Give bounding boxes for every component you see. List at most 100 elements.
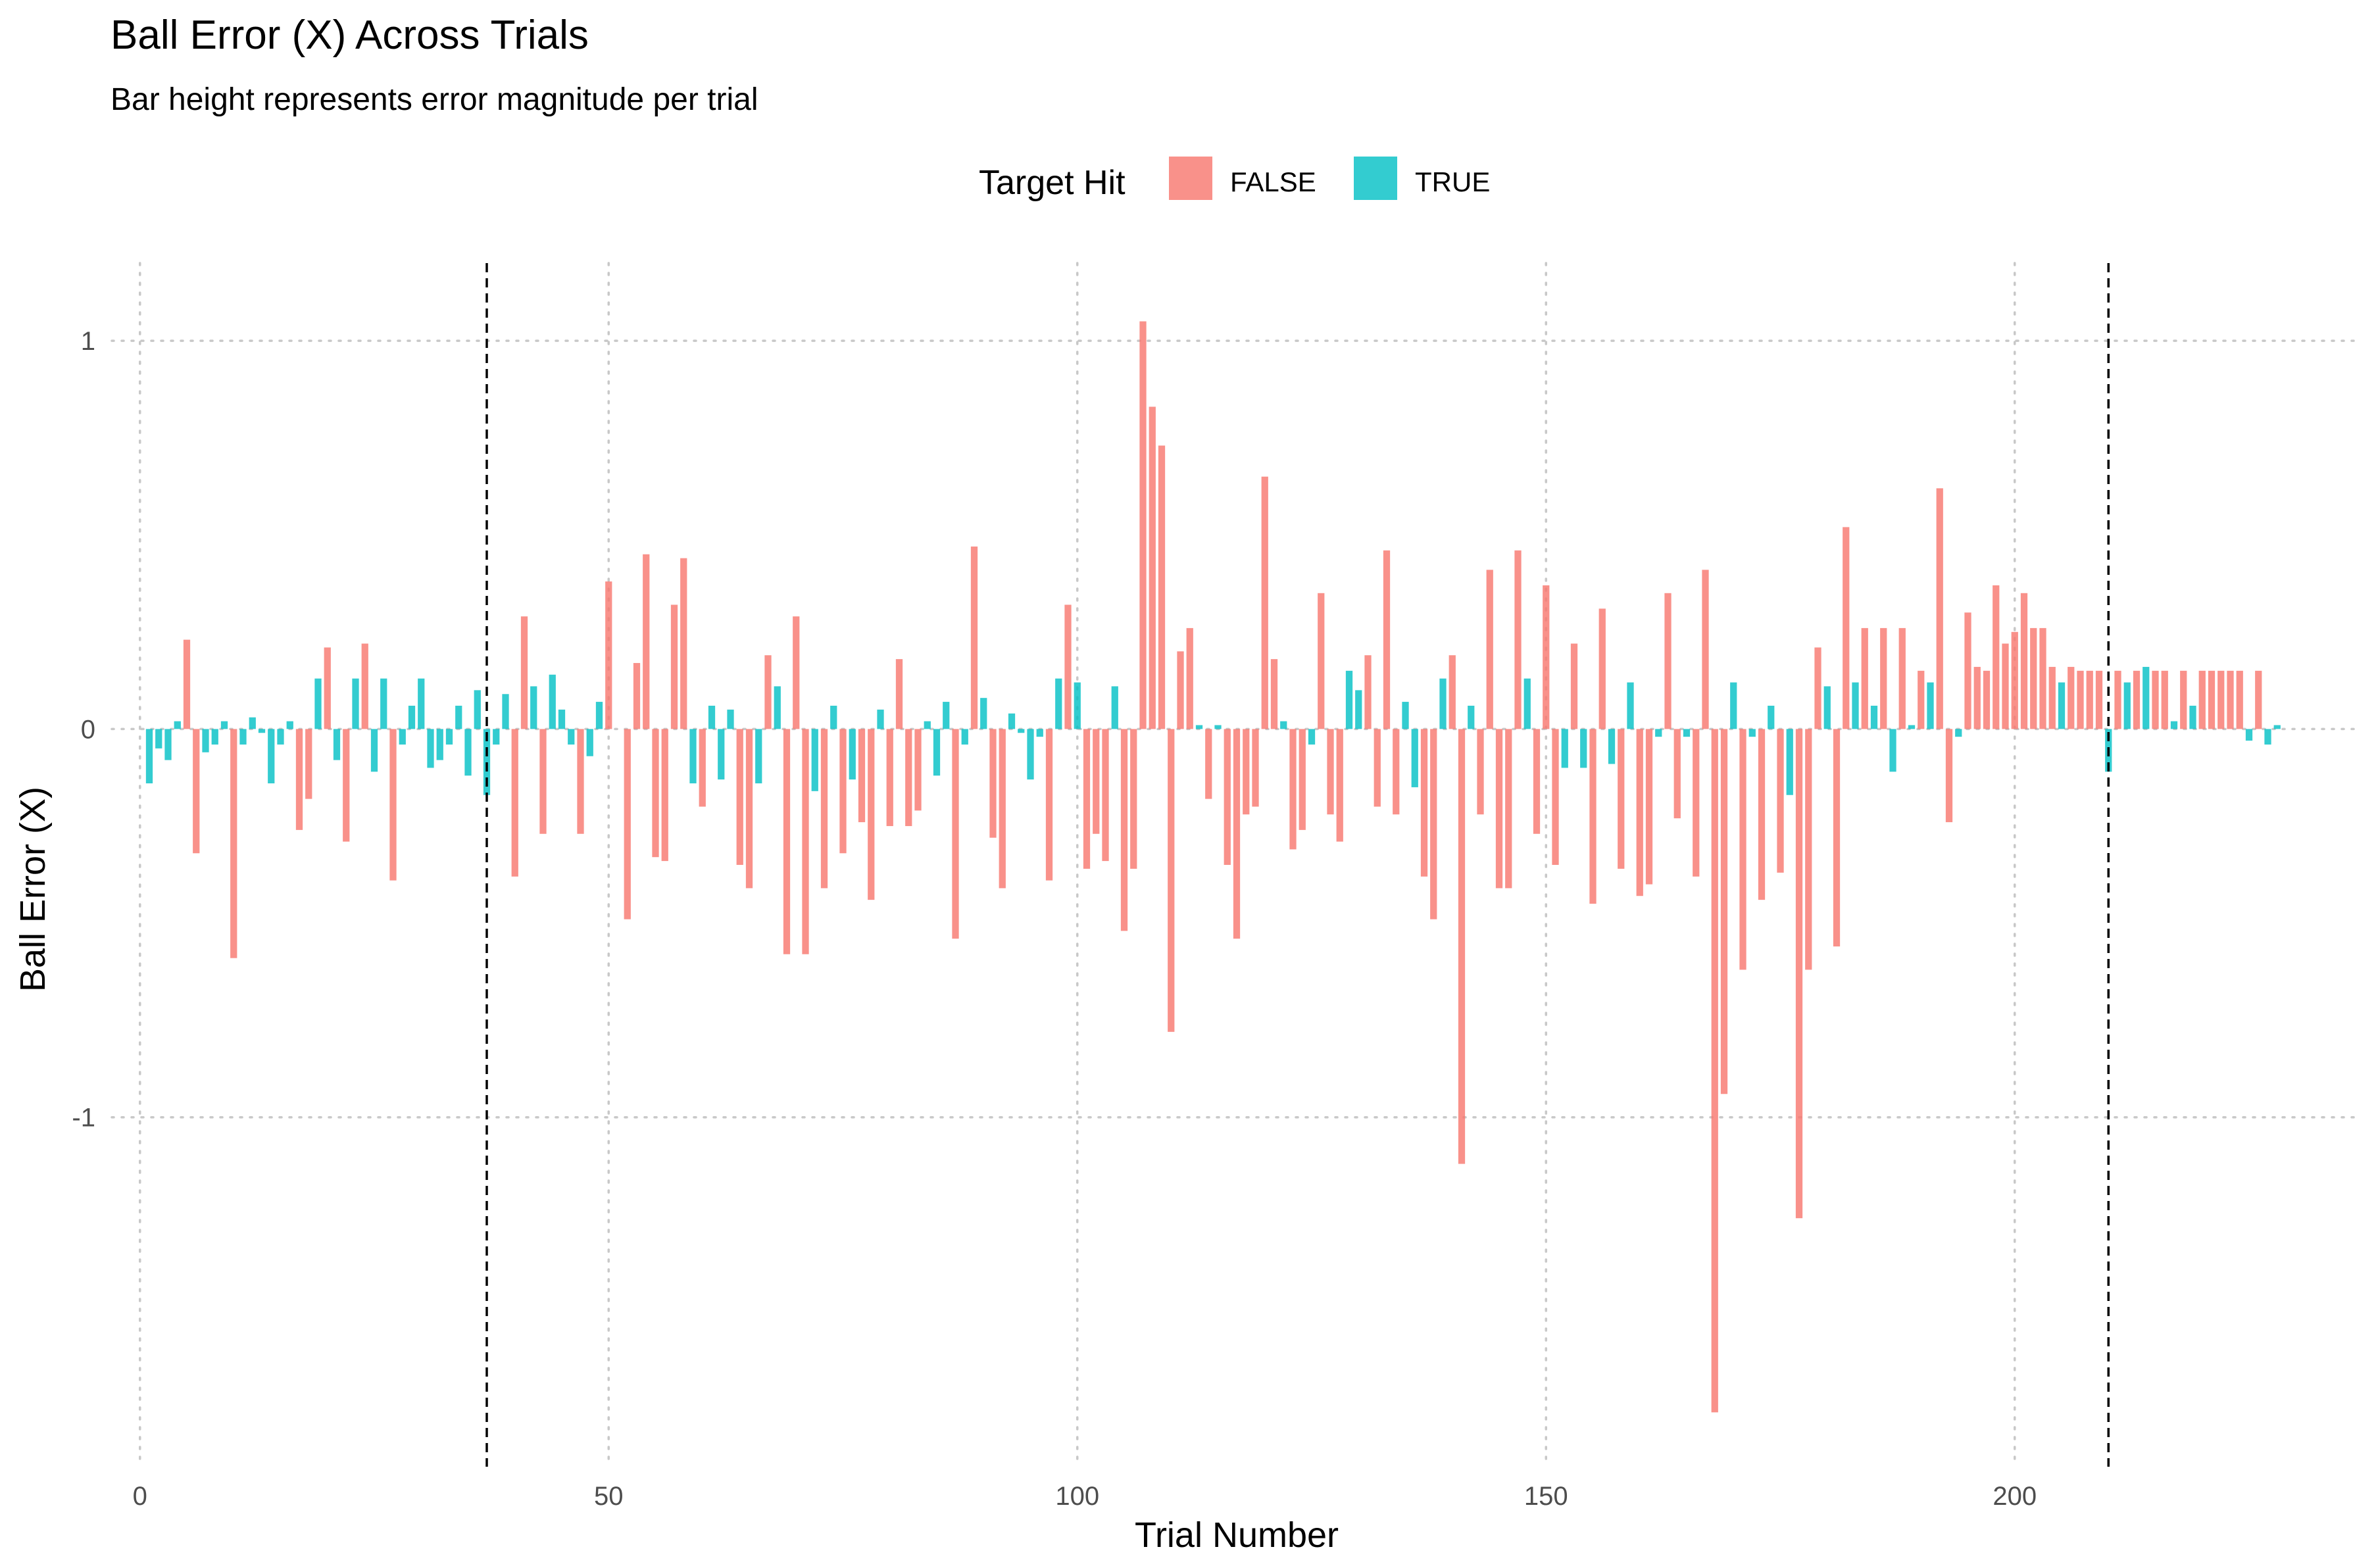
bar-false	[1139, 321, 1147, 729]
bar-false	[2180, 670, 2187, 729]
bar-true	[1214, 725, 1222, 729]
y-axis-ticks: -1 0 1	[72, 327, 95, 1133]
bar-true	[718, 729, 725, 780]
bar-false	[1570, 643, 1578, 729]
bar-false	[1993, 585, 2000, 729]
bar-true	[877, 709, 884, 729]
bar-false	[858, 729, 866, 823]
bar-false	[624, 729, 631, 919]
bar-false	[905, 729, 912, 826]
x-tick-label: 200	[1993, 1482, 2037, 1511]
bar-false	[1430, 729, 1437, 919]
bar-false	[2020, 593, 2028, 729]
bar-true	[595, 702, 603, 729]
bar-false	[295, 729, 303, 830]
bar-true	[1852, 682, 1859, 729]
bar-true	[418, 678, 425, 729]
series-true-bars	[145, 666, 2281, 795]
bar-false	[1158, 445, 1166, 729]
bar-true	[1768, 705, 1775, 729]
bar-false	[1777, 729, 1784, 873]
bar-true	[1730, 682, 1737, 729]
bar-false	[1093, 729, 1100, 834]
bar-true	[2245, 729, 2253, 741]
bar-false	[1693, 729, 1700, 877]
bar-false	[1205, 729, 1212, 799]
bar-true	[2058, 682, 2066, 729]
bar-false	[1270, 659, 1278, 729]
bar-true	[455, 705, 462, 729]
bar-false	[1045, 729, 1053, 881]
bar-false	[989, 729, 997, 838]
bar-true	[333, 729, 341, 760]
bar-false	[2198, 670, 2206, 729]
bar-false	[1543, 585, 1550, 729]
bar-false	[1177, 651, 1184, 729]
bar-true	[811, 729, 818, 791]
legend-swatch-false	[1169, 157, 1212, 200]
bar-false	[1533, 729, 1541, 834]
bar-true	[2264, 729, 2271, 745]
bar-true	[1402, 702, 1409, 729]
bar-true	[436, 729, 443, 760]
bar-false	[886, 729, 893, 826]
bar-true	[370, 729, 378, 772]
bar-true	[1823, 686, 1831, 729]
bar-true	[2273, 725, 2281, 729]
bar-true	[145, 729, 153, 784]
bar-true	[1036, 729, 1043, 737]
bar-true	[586, 729, 593, 756]
bar-true	[1927, 682, 1934, 729]
bar-false	[1505, 729, 1512, 889]
bar-true	[380, 678, 387, 729]
bar-true	[2123, 682, 2131, 729]
series-false-bars	[183, 321, 2262, 1413]
bar-false	[2011, 631, 2018, 729]
bar-true	[249, 717, 256, 729]
bar-false	[324, 647, 331, 729]
bar-true	[277, 729, 284, 745]
bar-true	[408, 705, 416, 729]
bar-true	[2170, 721, 2178, 729]
bar-true	[314, 678, 322, 729]
bar-false	[1064, 604, 1072, 729]
bar-false	[1805, 729, 1812, 970]
bar-false	[2236, 670, 2243, 729]
bar-false	[1243, 729, 1250, 815]
x-axis-ticks: 0 50 100 150 200	[133, 1482, 2037, 1511]
bar-false	[343, 729, 350, 842]
bar-false	[305, 729, 312, 799]
bar-false	[1486, 570, 1493, 729]
bar-true	[258, 729, 266, 733]
bar-false	[839, 729, 847, 854]
bar-false	[1420, 729, 1428, 877]
bar-true	[549, 674, 556, 729]
bar-false	[2255, 670, 2262, 729]
bar-true	[164, 729, 172, 760]
bar-false	[361, 643, 368, 729]
bar-true	[1683, 729, 1691, 737]
bar-true	[2189, 705, 2196, 729]
bar-false	[1833, 729, 1841, 946]
bar-false	[1645, 729, 1653, 885]
bar-true	[943, 702, 950, 729]
bar-false	[1233, 729, 1241, 939]
bar-true	[1111, 686, 1118, 729]
bar-false	[633, 663, 641, 729]
x-axis-title: Trial Number	[1135, 1515, 1339, 1555]
x-tick-label: 0	[133, 1482, 147, 1511]
bar-false	[605, 581, 612, 729]
bar-true	[1908, 725, 1916, 729]
bar-true	[1308, 729, 1316, 745]
bar-false	[1327, 729, 1334, 815]
bar-false	[1795, 729, 1803, 1219]
bar-false	[1636, 729, 1643, 896]
bar-true	[980, 698, 987, 729]
bar-true	[1627, 682, 1634, 729]
chart-subtitle: Bar height represents error magnitude pe…	[111, 82, 758, 117]
bar-true	[1074, 682, 1081, 729]
bar-true	[155, 729, 162, 748]
bar-false	[577, 729, 584, 834]
bar-false	[1739, 729, 1746, 970]
